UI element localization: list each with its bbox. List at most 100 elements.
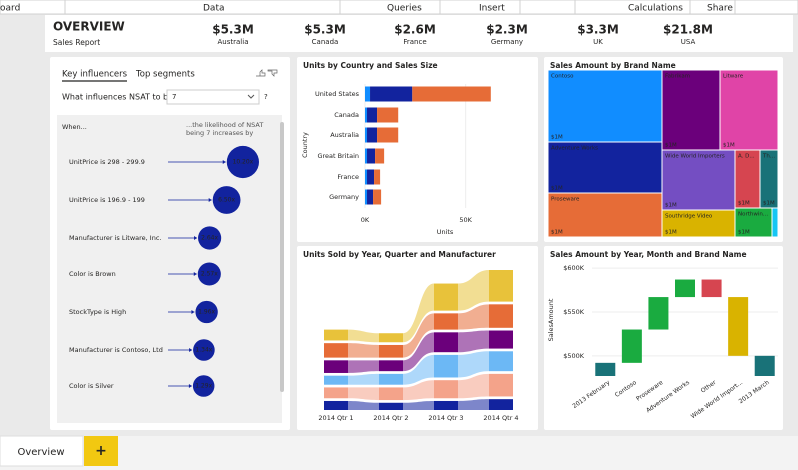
ribbon-segment[interactable] xyxy=(324,387,348,399)
bar-segment[interactable] xyxy=(367,107,378,123)
bar-segment[interactable] xyxy=(377,127,399,143)
bar-segment[interactable] xyxy=(367,169,375,185)
ribbon-segment[interactable] xyxy=(379,402,403,410)
influence-bubble[interactable] xyxy=(193,339,215,361)
bar-segment[interactable] xyxy=(365,148,368,164)
ribbon-segment[interactable] xyxy=(434,380,458,399)
treemap-tile[interactable] xyxy=(547,69,663,143)
ribbon-segment[interactable] xyxy=(324,400,348,410)
influence-label: 2.64x xyxy=(201,235,218,242)
tile-value: $1M xyxy=(665,230,677,236)
menu-item[interactable]: Insert xyxy=(479,4,505,14)
treemap-tile[interactable] xyxy=(661,209,736,238)
scrollbar[interactable] xyxy=(280,122,284,392)
tile-label: Adventure Works xyxy=(551,146,598,152)
influence-bubble[interactable] xyxy=(195,300,218,324)
report-subtitle: Sales Report xyxy=(53,38,100,47)
ribbon-segment[interactable] xyxy=(379,387,403,401)
menu-item[interactable]: Data xyxy=(203,4,225,14)
treemap-tile[interactable] xyxy=(771,207,779,238)
influence-bubble[interactable] xyxy=(212,186,241,214)
influence-bubble[interactable] xyxy=(198,226,222,250)
tab-key-influencers[interactable]: Key influencers xyxy=(62,70,128,80)
treemap-tile[interactable] xyxy=(719,69,779,151)
ribbon-segment[interactable] xyxy=(434,354,458,378)
ribbon-segment[interactable] xyxy=(324,343,348,358)
ribbon xyxy=(403,380,434,401)
bar-segment[interactable] xyxy=(367,148,376,164)
ribbon-segment[interactable] xyxy=(489,270,513,302)
ribbon-segment[interactable] xyxy=(434,332,458,353)
tile-value: $1M xyxy=(738,201,750,207)
bar-segment[interactable] xyxy=(367,127,378,143)
waterfall-bar[interactable] xyxy=(595,362,616,376)
tab-top-segments[interactable]: Top segments xyxy=(135,70,195,80)
treemap-tile[interactable] xyxy=(547,141,663,194)
ribbon-segment[interactable] xyxy=(379,360,403,372)
ribbon-segment[interactable] xyxy=(489,399,513,410)
bar-segment[interactable] xyxy=(365,127,368,143)
column-header: When... xyxy=(62,123,87,131)
factor: Manufacturer is Contoso, Ltd xyxy=(69,346,163,354)
add-tab-label[interactable]: + xyxy=(95,443,107,459)
bar-segment[interactable] xyxy=(374,169,381,185)
influence-bubble[interactable] xyxy=(192,375,215,397)
ribbon-segment[interactable] xyxy=(489,330,513,349)
ribbon-segment[interactable] xyxy=(434,313,458,330)
ribbon-segment[interactable] xyxy=(324,329,348,341)
ribbon-segment[interactable] xyxy=(489,351,513,372)
waterfall-bar[interactable] xyxy=(754,355,775,376)
treemap-tile[interactable] xyxy=(734,207,773,238)
tab[interactable] xyxy=(0,435,84,467)
ribbon-segment[interactable] xyxy=(489,304,513,328)
influence-bubble[interactable] xyxy=(226,145,259,179)
ribbon xyxy=(348,387,379,401)
treemap-tile[interactable] xyxy=(547,192,663,238)
bar-segment[interactable] xyxy=(365,107,368,123)
menu-item[interactable]: Queries xyxy=(387,4,422,14)
bar-segment[interactable] xyxy=(367,189,374,205)
menu-item[interactable]: Calculations xyxy=(628,4,683,14)
ribbon-segment[interactable] xyxy=(489,373,513,397)
treemap-tile[interactable] xyxy=(661,69,721,151)
waterfall-bar[interactable] xyxy=(648,297,669,330)
ribbon-segment[interactable] xyxy=(379,344,403,358)
bar-segment[interactable] xyxy=(412,86,491,102)
like-icon[interactable] xyxy=(256,69,266,77)
waterfall-bar[interactable] xyxy=(675,279,695,298)
tab-label[interactable]: Overview xyxy=(17,447,64,458)
dislike-icon[interactable] xyxy=(267,69,278,77)
ribbon-segment[interactable] xyxy=(434,283,458,311)
ribbon-segment[interactable] xyxy=(324,375,348,385)
kpi-label: Germany xyxy=(491,38,523,46)
treemap-tile[interactable] xyxy=(661,149,736,211)
menu-item[interactable]: oard xyxy=(0,4,20,14)
waterfall-bar[interactable] xyxy=(728,297,749,356)
help[interactable]: ? xyxy=(264,93,268,101)
y-tick-label: United States xyxy=(315,90,360,98)
add-tab[interactable] xyxy=(84,436,118,466)
ribbon-segment[interactable] xyxy=(379,333,403,343)
bar-segment[interactable] xyxy=(365,189,368,205)
ribbon-segment[interactable] xyxy=(434,400,458,410)
ribbon-segment[interactable] xyxy=(379,373,403,385)
bar-segment[interactable] xyxy=(373,189,382,205)
influence-bubble[interactable] xyxy=(197,262,221,286)
bar-segment[interactable] xyxy=(375,148,385,164)
y-tick-label: Canada xyxy=(334,111,359,119)
waterfall-bar[interactable] xyxy=(621,329,642,363)
ribbon xyxy=(458,270,489,311)
treemap-tile[interactable] xyxy=(734,149,761,209)
tile-value: $1M xyxy=(763,201,775,207)
x-tick-label: 2014 Qtr 1 xyxy=(318,414,353,422)
waterfall-bar[interactable] xyxy=(701,279,722,298)
bar-segment[interactable] xyxy=(365,86,371,102)
bar-segment[interactable] xyxy=(365,169,368,185)
bar-segment[interactable] xyxy=(370,86,413,102)
menu-item[interactable]: Share xyxy=(707,4,733,14)
dropdown[interactable] xyxy=(166,89,260,105)
bar-segment[interactable] xyxy=(377,107,399,123)
dropdown-value[interactable]: 7 xyxy=(172,93,176,101)
ribbon-segment[interactable] xyxy=(324,360,348,373)
